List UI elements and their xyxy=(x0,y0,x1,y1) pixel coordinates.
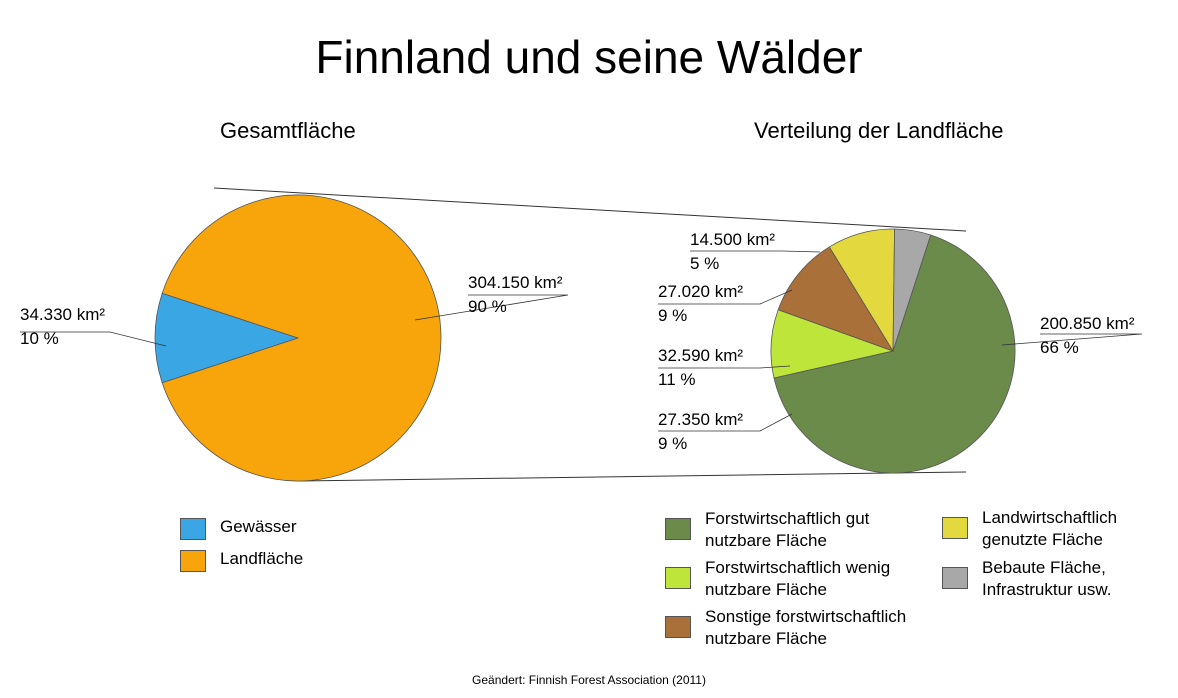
legend-landflaeche: Landfläche xyxy=(180,548,303,572)
pie1-slice-0 xyxy=(154,292,300,384)
connector-top xyxy=(213,187,967,232)
leader-line-6 xyxy=(690,250,821,253)
legend-swatch-sonstige xyxy=(665,616,691,638)
chart-title: Finnland und seine Wälder xyxy=(315,31,863,83)
leader-line-2 xyxy=(1001,333,1143,346)
legend-swatch-landflaeche xyxy=(180,550,206,572)
pie1-slice-1 xyxy=(161,194,442,482)
label-gewaesser: 34.330 km² 10 % xyxy=(20,305,106,348)
legend-sonstige: Sonstige forstwirtschaftlich nutzbare Fl… xyxy=(665,606,906,650)
label-bebaut: 14.500 km² 5 % xyxy=(690,230,776,273)
leader-line-1 xyxy=(414,294,569,321)
legend-swatch-gewaesser xyxy=(180,518,206,540)
label-gut-nutzbar: 200.850 km² 66 % xyxy=(1040,314,1135,357)
source-note: Geändert: Finnish Forest Association (20… xyxy=(472,673,706,687)
legend-landwirtschaft: Landwirtschaftlich genutzte Fläche xyxy=(942,507,1117,551)
leader-line-4 xyxy=(658,365,791,369)
leader-line-3 xyxy=(658,413,793,432)
legend-gewaesser: Gewässer xyxy=(180,516,297,540)
label-landflaeche: 304.150 km² 90 % xyxy=(468,273,563,316)
pie2-title: Verteilung der Landfläche xyxy=(754,118,1004,143)
label-landwirtschaft: 27.020 km² 9 % xyxy=(658,282,744,325)
connector-bottom xyxy=(299,471,967,482)
legend-bebaut: Bebaute Fläche, Infrastruktur usw. xyxy=(942,557,1111,601)
legend-swatch-wenig-nutzbar xyxy=(665,567,691,589)
pie2-slice-2 xyxy=(777,246,894,352)
label-sonstige: 32.590 km² 11 % xyxy=(658,346,744,389)
pie1-title: Gesamtfläche xyxy=(220,118,356,143)
pie2-slice-4 xyxy=(892,228,932,352)
legend-gut-nutzbar: Forstwirtschaftlich gut nutzbare Fläche xyxy=(665,508,869,552)
legend-swatch-landwirtschaft xyxy=(942,517,968,539)
leader-line-5 xyxy=(658,289,793,305)
label-wenig-nutzbar: 27.350 km² 9 % xyxy=(658,410,744,453)
legend-swatch-gut-nutzbar xyxy=(665,518,691,540)
legend-swatch-bebaut xyxy=(942,567,968,589)
legend-wenig-nutzbar: Forstwirtschaftlich wenig nutzbare Fläch… xyxy=(665,557,890,601)
leader-line-0 xyxy=(20,331,167,347)
pie2-slice-0 xyxy=(773,234,1016,474)
